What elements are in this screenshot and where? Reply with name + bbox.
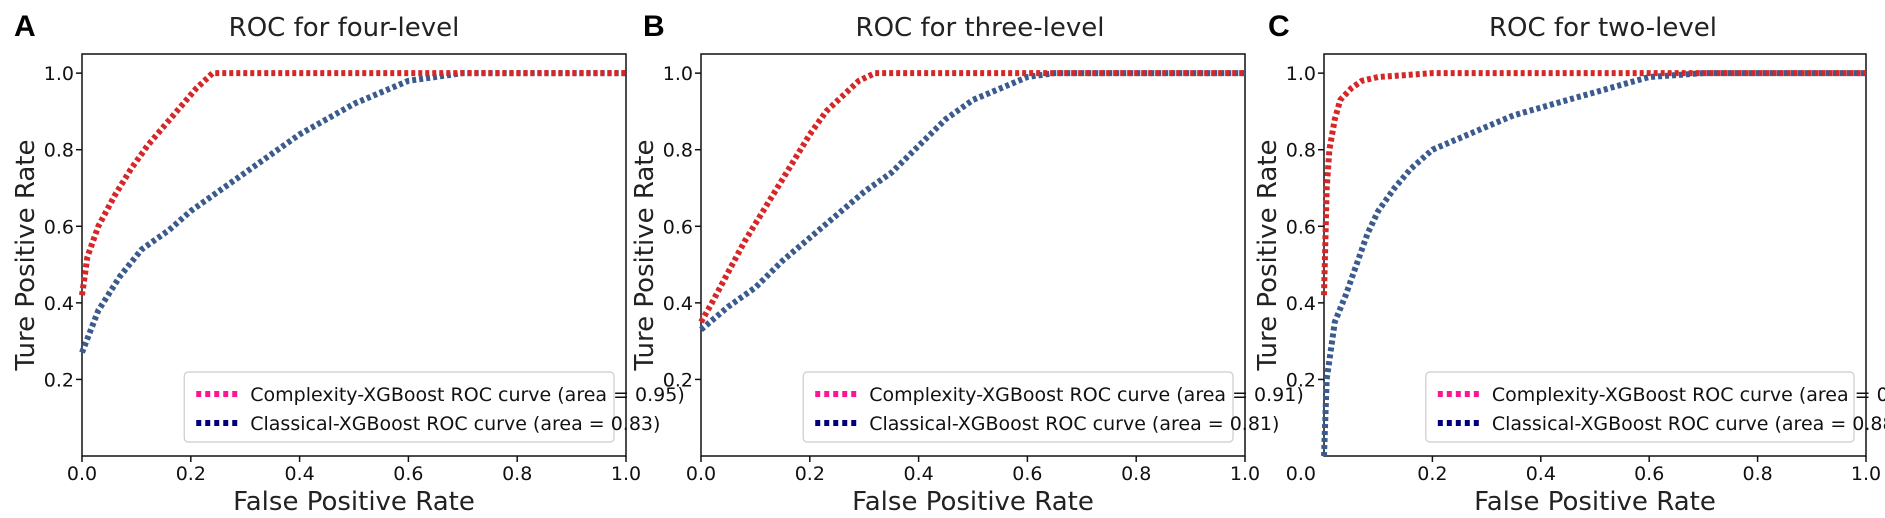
complexity-roc-curve [79,70,626,296]
legend-entry: Complexity-XGBoost ROC curve (area = 0.9… [250,384,685,406]
x-tick-label: 1.0 [1230,463,1260,485]
x-tick-label: 1.0 [1851,463,1881,485]
x-tick-label: 0.8 [1742,463,1772,485]
x-tick-label: 0.6 [393,463,423,485]
legend-box [1425,371,1855,443]
classical-roc-curve [699,70,1245,332]
x-tick-label: 0.0 [67,463,97,485]
x-axis-label: False Positive Rate [1474,487,1716,517]
plot-frame [1323,53,1867,457]
x-tick-label: 0.2 [795,463,825,485]
panel-letter: C [1268,10,1290,43]
legend-entry: Classical-XGBoost ROC curve (area = 0.81… [869,413,1279,435]
classical-roc-curve [1321,70,1866,457]
legend-entry: Complexity-XGBoost ROC curve (area = 0.9… [1492,384,1885,406]
corner-tick-label: 0.0 [1286,463,1316,485]
chart-title: ROC for four-level [229,13,460,43]
y-tick-label: 0.2 [663,369,693,391]
classical-roc-curve [79,70,626,354]
chart-panel-b: B ROC for three-level 0.0 0.2 0.4 0.6 0.8 1.0 0.… [630,10,1304,517]
x-tick-label: 0.2 [1417,463,1447,485]
x-tick-label: 0.4 [903,463,933,485]
legend: Complexity-XGBoost ROC curve (area = 0.9… [1425,371,1885,443]
y-tick-label: 0.8 [663,140,693,162]
panel-letter: A [14,10,36,43]
y-tick-label: 0.2 [44,369,74,391]
legend-entry: Classical-XGBoost ROC curve (area = 0.83… [250,413,660,435]
y-tick-label: 0.8 [44,140,74,162]
x-tick-label: 0.2 [176,463,206,485]
y-axis-label: Ture Positive Rate [1253,140,1283,372]
chart-panel-c: C ROC for two-level 0.2 0.4 0.6 0.8 1.0 0.2 0.4 0… [1253,10,1885,517]
plot-frame [81,53,627,457]
chart-title: ROC for three-level [856,13,1105,43]
x-tick-label: 0.4 [1526,463,1556,485]
y-tick-label: 1.0 [1286,63,1316,85]
legend: Complexity-XGBoost ROC curve (area = 0.9… [802,371,1304,443]
y-tick-label: 1.0 [44,63,74,85]
legend-box [183,371,615,443]
complexity-roc-curve [1321,70,1866,296]
y-tick-label: 0.8 [1286,140,1316,162]
x-tick-label: 0.8 [502,463,532,485]
x-tick-label: 0.6 [1012,463,1042,485]
x-tick-label: 0.4 [284,463,314,485]
y-tick-label: 1.0 [663,63,693,85]
chart-title: ROC for two-level [1489,13,1717,43]
y-tick-label: 0.6 [663,216,693,238]
y-tick-label: 0.6 [1286,216,1316,238]
panel-letter: B [643,10,665,43]
x-axis-label: False Positive Rate [852,487,1094,517]
y-axis-label: Ture Positive Rate [11,140,41,372]
y-tick-label: 0.4 [44,293,74,315]
complexity-roc-curve [698,70,1245,324]
x-tick-label: 0.0 [686,463,716,485]
x-tick-label: 0.8 [1121,463,1151,485]
legend-box [802,371,1234,443]
y-tick-label: 0.4 [1286,293,1316,315]
legend: Complexity-XGBoost ROC curve (area = 0.9… [183,371,685,443]
x-axis-label: False Positive Rate [233,487,475,517]
y-tick-label: 0.4 [663,293,693,315]
chart-panel-a: A ROC for four-level 0.0 0.2 0.4 0.6 0.8 1.0 0.2… [11,10,685,517]
plot-frame [700,53,1246,457]
legend-entry: Complexity-XGBoost ROC curve (area = 0.9… [869,384,1304,406]
y-tick-label: 0.6 [44,216,74,238]
y-tick-label: 0.2 [1286,369,1316,391]
x-tick-label: 1.0 [611,463,641,485]
x-tick-label: 0.6 [1634,463,1664,485]
legend-entry: Classical-XGBoost ROC curve (area = 0.88… [1492,413,1885,435]
y-axis-label: Ture Positive Rate [630,140,660,372]
